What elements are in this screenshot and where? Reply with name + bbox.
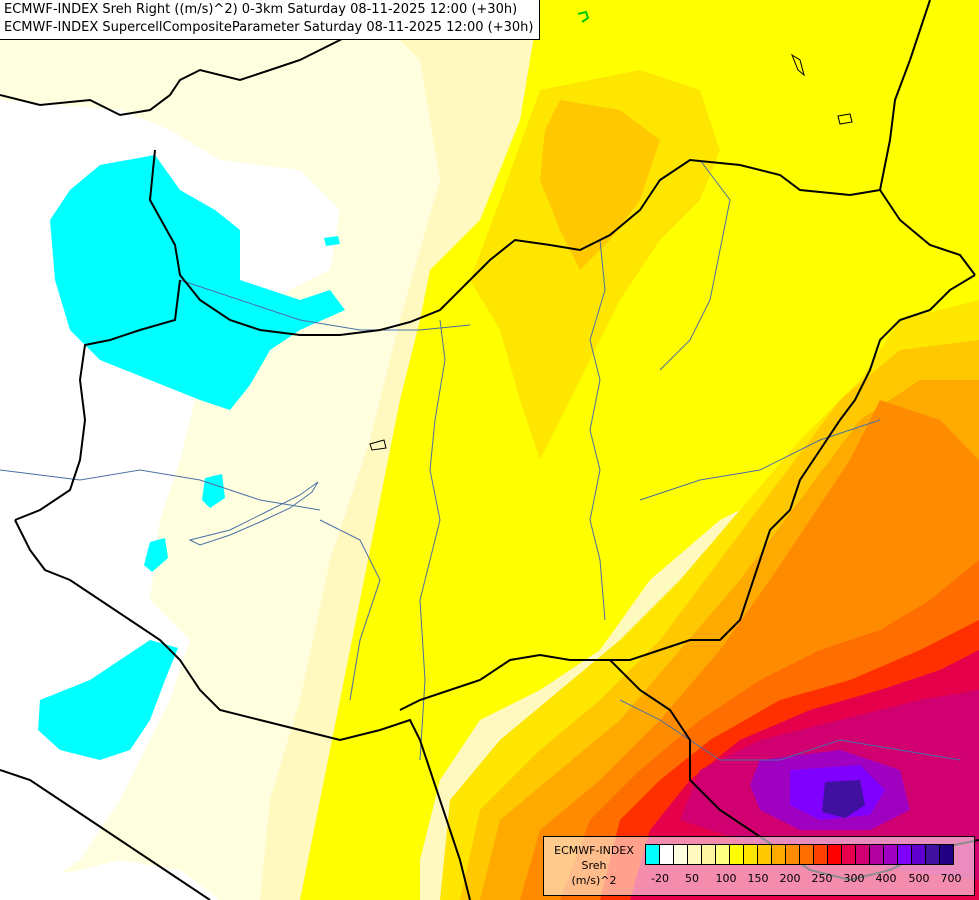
small-lake-1 bbox=[790, 53, 805, 77]
legend-tick: 700 bbox=[940, 872, 962, 885]
legend-tick: 400 bbox=[875, 872, 897, 885]
legend-swatch bbox=[687, 844, 702, 865]
small-lake-3 bbox=[369, 439, 387, 451]
small-lake-2 bbox=[837, 113, 853, 125]
river-5 bbox=[639, 419, 881, 501]
legend-tick: -20 bbox=[651, 872, 669, 885]
title-line-2: ECMWF-INDEX SupercellCompositeParameter … bbox=[4, 20, 534, 35]
color-legend: ECMWF-INDEX Sreh (m/s)^2 -20 50 100 150 200 2… bbox=[543, 836, 975, 896]
legend-swatch bbox=[659, 844, 674, 865]
river-9 bbox=[0, 469, 81, 481]
legend-swatch bbox=[729, 844, 744, 865]
rivers bbox=[0, 159, 961, 761]
legend-label-line-3: (m/s)^2 bbox=[571, 874, 617, 887]
river-3 bbox=[179, 279, 471, 331]
field-cyan-north bbox=[50, 155, 345, 410]
border-9 bbox=[879, 59, 911, 191]
legend-swatch bbox=[799, 844, 814, 865]
lake-balaton bbox=[188, 481, 319, 546]
river-7 bbox=[619, 699, 961, 761]
border-6 bbox=[14, 519, 471, 900]
legend-swatch bbox=[841, 844, 856, 865]
legend-swatch bbox=[645, 844, 660, 865]
title-line-1: ECMWF-INDEX Sreh Right ((m/s)^2) 0-3km S… bbox=[4, 2, 518, 17]
legend-swatch bbox=[757, 844, 772, 865]
field-cyan-south bbox=[38, 640, 178, 760]
legend-ticks: -20 50 100 150 200 250 300 400 500 700 bbox=[646, 872, 976, 888]
river-8 bbox=[319, 519, 381, 701]
field-cyan-spot-3 bbox=[324, 236, 340, 246]
border-4 bbox=[399, 274, 976, 711]
border-5 bbox=[14, 279, 181, 521]
green-contour bbox=[577, 10, 590, 23]
field-yellow-core bbox=[300, 0, 979, 900]
border-8 bbox=[0, 769, 211, 900]
legend-label-line-2: Sreh bbox=[581, 859, 607, 872]
border-1 bbox=[0, 19, 381, 117]
field-cyan-spot-2 bbox=[144, 538, 168, 572]
legend-swatch bbox=[701, 844, 716, 865]
legend-tick: 100 bbox=[715, 872, 737, 885]
legend-swatch bbox=[869, 844, 884, 865]
legend-tick: 150 bbox=[747, 872, 769, 885]
legend-swatch bbox=[771, 844, 786, 865]
legend-swatch bbox=[897, 844, 912, 865]
legend-tick: 50 bbox=[685, 872, 699, 885]
legend-swatch bbox=[939, 844, 954, 865]
legend-swatch bbox=[827, 844, 842, 865]
legend-swatch bbox=[673, 844, 688, 865]
field-indigo bbox=[822, 780, 865, 818]
legend-tick: 300 bbox=[843, 872, 865, 885]
field-gold-band bbox=[470, 70, 720, 460]
river-1 bbox=[419, 319, 446, 761]
markers bbox=[369, 10, 853, 451]
legend-swatch bbox=[883, 844, 898, 865]
border-3 bbox=[879, 189, 976, 276]
legend-swatch bbox=[785, 844, 800, 865]
legend-tick: 250 bbox=[811, 872, 833, 885]
legend-label: ECMWF-INDEX Sreh (m/s)^2 bbox=[544, 843, 644, 888]
field-amber-north bbox=[540, 100, 660, 270]
river-4 bbox=[79, 469, 321, 511]
legend-swatches bbox=[645, 844, 954, 865]
legend-swatch bbox=[813, 844, 828, 865]
legend-swatch bbox=[911, 844, 926, 865]
border-2 bbox=[148, 149, 881, 336]
legend-tick: 200 bbox=[779, 872, 801, 885]
map-title-box: ECMWF-INDEX Sreh Right ((m/s)^2) 0-3km S… bbox=[0, 0, 541, 40]
legend-swatch bbox=[855, 844, 870, 865]
legend-swatch bbox=[925, 844, 940, 865]
legend-label-line-1: ECMWF-INDEX bbox=[554, 844, 634, 857]
river-2 bbox=[589, 239, 606, 621]
legend-tick: 500 bbox=[908, 872, 930, 885]
border-10 bbox=[909, 0, 931, 61]
legend-swatch bbox=[743, 844, 758, 865]
legend-swatch bbox=[715, 844, 730, 865]
river-6 bbox=[659, 159, 731, 371]
